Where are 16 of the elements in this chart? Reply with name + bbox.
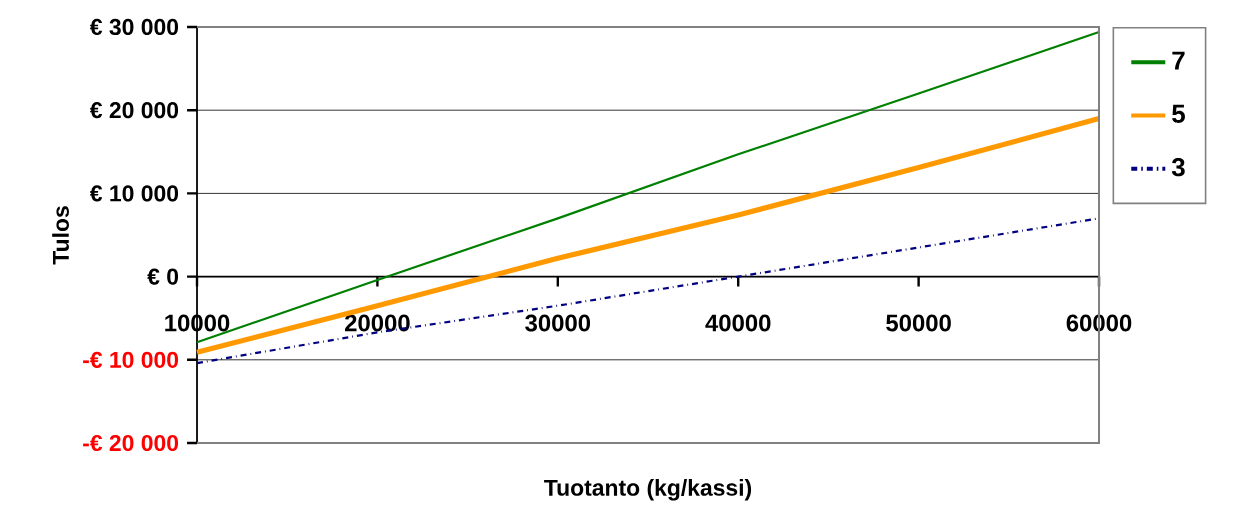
x-tick-label: 40000 <box>705 314 771 332</box>
y-tick-label: € 0 <box>147 268 179 285</box>
y-tick-label: € 30 000 <box>89 18 179 36</box>
y-tick-label: € 20 000 <box>89 102 179 119</box>
x-tick-label: 30000 <box>525 314 591 332</box>
y-tick-label: -€ 20 000 <box>83 434 179 452</box>
x-tick-label: 60000 <box>1066 314 1132 332</box>
x-tick-label: 20000 <box>345 314 410 332</box>
legend-label: 3 <box>1171 157 1185 177</box>
y-tick-label: € 10 000 <box>89 185 179 202</box>
y-axis-title: Tulos <box>52 206 69 265</box>
x-axis-title: Tuotanto (kg/kassi) <box>544 479 752 501</box>
y-tick-label: -€ 10 000 <box>83 351 179 368</box>
legend-label: 7 <box>1172 51 1185 70</box>
legend-label: 5 <box>1172 104 1185 123</box>
x-tick-label: 50000 <box>886 314 951 332</box>
